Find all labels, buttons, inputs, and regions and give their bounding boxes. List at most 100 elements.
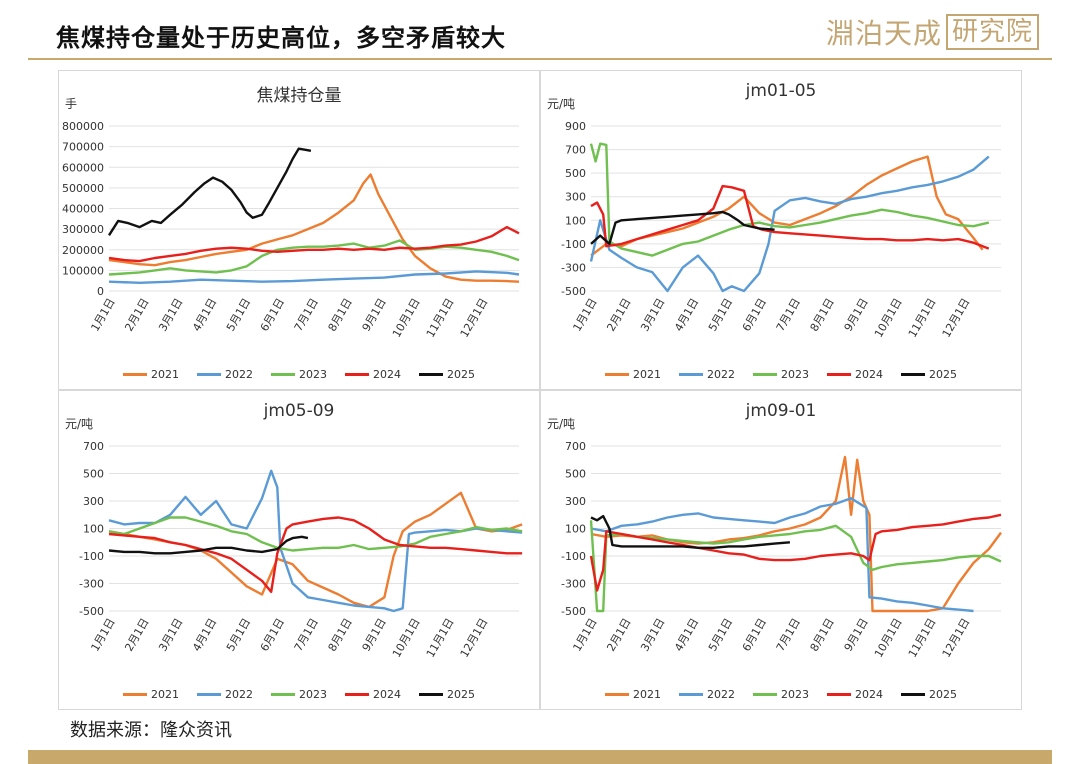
legend-swatch: [679, 693, 703, 696]
legend-item: 2025: [419, 368, 475, 381]
x-tick-label: 5月1日: [224, 616, 253, 654]
legend-label: 2022: [707, 368, 735, 381]
legend-label: 2023: [299, 368, 327, 381]
y-tick-label: 400000: [62, 203, 104, 216]
x-tick-label: 2月1日: [122, 296, 151, 334]
legend-label: 2022: [225, 368, 253, 381]
legend-item: 2023: [753, 688, 809, 701]
y-tick-label: -500: [561, 285, 586, 298]
x-tick-label: 8月1日: [808, 296, 837, 334]
x-tick-label: 12月1日: [940, 296, 973, 340]
legend-label: 2025: [929, 368, 957, 381]
legend-swatch: [419, 373, 443, 376]
legend-label: 2024: [373, 688, 401, 701]
y-tick-label: 900: [565, 120, 586, 133]
legend-label: 2022: [707, 688, 735, 701]
x-tick-label: 7月1日: [774, 296, 803, 334]
legend-swatch: [345, 693, 369, 696]
x-tick-label: 7月1日: [774, 616, 803, 654]
legend-item: 2025: [419, 688, 475, 701]
y-unit-label: 手: [65, 97, 78, 111]
x-tick-label: 5月1日: [706, 296, 735, 334]
y-tick-label: 200000: [62, 244, 104, 257]
series-line-2022: [589, 155, 990, 293]
series-line-2025: [590, 210, 775, 246]
x-tick-label: 1月1日: [570, 296, 599, 334]
x-tick-label: 8月1日: [326, 296, 355, 334]
legend-swatch: [901, 373, 925, 376]
chart-panel-jm05-09: jm05-09 元/吨 700 500 300 100 -100 -300 -500 1月1日…: [58, 390, 540, 710]
legend-swatch: [123, 373, 147, 376]
x-tick-label: 4月1日: [672, 296, 701, 334]
series-line-2021: [108, 173, 520, 283]
series-line-2021: [590, 155, 984, 257]
series-line-2022: [590, 497, 974, 613]
y-tick-label: -300: [79, 578, 104, 591]
y-tick-label: 300000: [62, 223, 104, 236]
y-tick-label: 500: [565, 167, 586, 180]
x-tick-label: 4月1日: [190, 616, 219, 654]
chart-panel-jm01-05: jm01-05 元/吨 900 700 500 300 100 -100 -300 -500 1…: [540, 70, 1022, 390]
series-line-2025: [107, 147, 312, 236]
legend-item: 2022: [679, 688, 735, 701]
legend-item: 2021: [123, 688, 179, 701]
y-tick-label: 600000: [62, 161, 104, 174]
x-tick-label: 8月1日: [326, 616, 355, 654]
legend-item: 2021: [123, 368, 179, 381]
legend-swatch: [197, 693, 221, 696]
chart-title: 焦煤持仓量: [256, 86, 342, 106]
legend-label: 2023: [299, 688, 327, 701]
source-note: 数据来源：隆众资讯: [70, 720, 232, 741]
x-tick-label: 2月1日: [122, 616, 151, 654]
legend-item: 2023: [271, 688, 327, 701]
series-line-2022: [108, 270, 520, 285]
x-tick-label: 1月1日: [570, 616, 599, 654]
x-tick-label: 1月1日: [88, 296, 117, 334]
logo: 淵泊天成 研究院: [826, 12, 1040, 52]
series-line-2023: [108, 239, 520, 276]
x-tick-label: 6月1日: [740, 616, 769, 654]
series-line-2023: [108, 516, 523, 552]
x-tick-label: 11月1日: [906, 296, 939, 340]
legend-swatch: [123, 693, 147, 696]
x-tick-label: 11月1日: [424, 296, 457, 340]
y-tick-label: 500: [565, 468, 586, 481]
y-tick-label: 100: [565, 214, 586, 227]
legend-label: 2021: [151, 688, 179, 701]
legend-swatch: [827, 373, 851, 376]
x-tick-label: 9月1日: [360, 616, 389, 654]
x-tick-label: 9月1日: [360, 296, 389, 334]
legend-swatch: [271, 373, 295, 376]
x-tick-label: 6月1日: [258, 296, 287, 334]
chart-plot: 800000 700000 600000 500000 400000 300000 2000…: [62, 120, 520, 340]
x-tick-label: 7月1日: [292, 616, 321, 654]
legend-label: 2025: [447, 688, 475, 701]
legend-item: 2023: [753, 368, 809, 381]
x-tick-label: 4月1日: [672, 616, 701, 654]
series-line-2025: [590, 514, 791, 550]
legend-swatch: [827, 693, 851, 696]
legend-item: 2025: [901, 688, 957, 701]
header-rule: [28, 58, 1052, 60]
x-tick-label: 12月1日: [458, 616, 491, 660]
y-tick-label: -500: [79, 605, 104, 618]
legend-item: 2022: [679, 368, 735, 381]
chart-title: jm01-05: [745, 81, 817, 101]
x-tick-label: 2月1日: [604, 616, 633, 654]
footer-bar: [28, 750, 1052, 764]
x-tick-label: 9月1日: [842, 296, 871, 334]
y-unit-label: 元/吨: [547, 417, 576, 431]
legend-label: 2022: [225, 688, 253, 701]
y-tick-label: 300: [565, 495, 586, 508]
x-tick-label: 5月1日: [224, 296, 253, 334]
legend-swatch: [901, 693, 925, 696]
y-tick-label: -300: [561, 261, 586, 274]
logo-box-text: 研究院: [946, 14, 1040, 50]
y-tick-label: 100: [83, 523, 104, 536]
chart-title: jm09-01: [745, 401, 817, 421]
legend: 2021 2022 2023 2024 2025: [541, 688, 1021, 701]
series-line-2023: [589, 520, 1002, 613]
legend-swatch: [419, 693, 443, 696]
y-tick-label: 100: [565, 523, 586, 536]
